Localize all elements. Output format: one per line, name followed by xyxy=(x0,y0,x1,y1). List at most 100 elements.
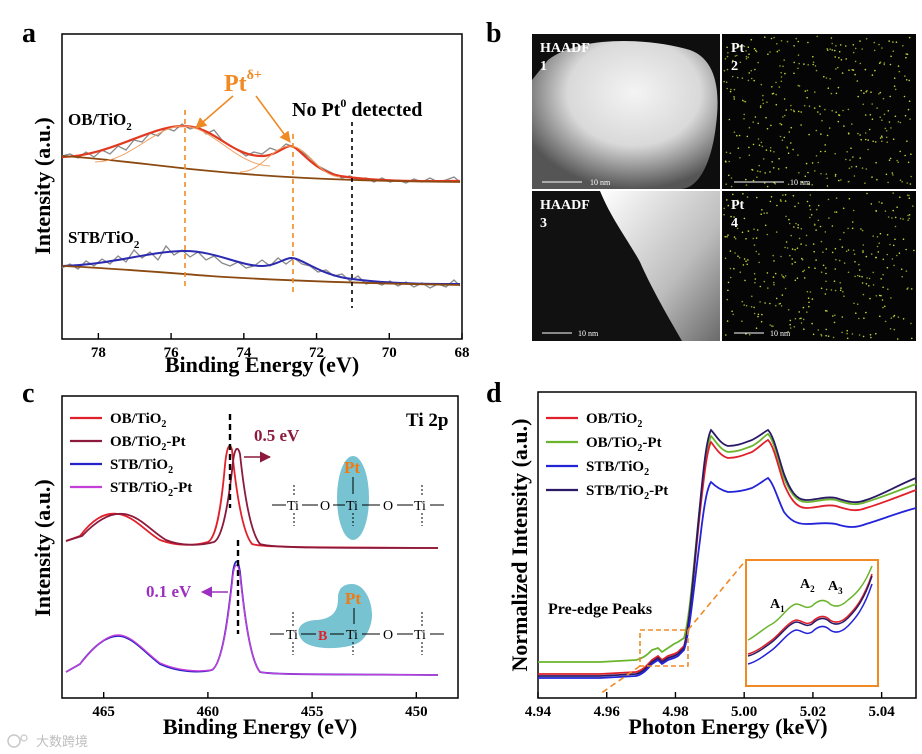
pt-dot xyxy=(736,227,739,230)
pt-dot xyxy=(774,183,777,185)
pt-dot xyxy=(879,315,881,318)
pt-dot xyxy=(824,108,826,111)
pt-dot xyxy=(824,309,827,312)
pt-dot xyxy=(802,306,805,309)
pt-dot xyxy=(757,122,759,125)
panel-c-tick-label-1: 460 xyxy=(197,704,220,720)
pt-dot xyxy=(910,288,913,290)
pt-dot xyxy=(843,262,846,264)
pt-dot xyxy=(745,178,747,181)
panel-c-frame xyxy=(61,395,459,699)
pt-dot xyxy=(754,49,757,52)
pt-dot xyxy=(772,254,774,257)
pt-dot xyxy=(840,179,842,181)
pt-dot xyxy=(831,109,833,112)
pt-dot xyxy=(826,185,829,187)
pt-dot xyxy=(727,204,730,207)
pt-dot xyxy=(791,263,793,265)
pt-dot xyxy=(907,219,909,221)
panel-a-x-ticks: 78 76 74 72 70 68 xyxy=(91,333,470,361)
pt-dot xyxy=(780,200,782,203)
pt-dot xyxy=(772,92,775,95)
pt-dot xyxy=(725,81,728,83)
pt-dot xyxy=(784,287,787,290)
pt-dot xyxy=(766,272,769,274)
pt-dot xyxy=(751,295,753,298)
pt-dot xyxy=(861,48,863,50)
scheme-top-pt: Pt xyxy=(344,458,360,477)
pt-dot xyxy=(830,37,833,39)
watermark-logo-icon xyxy=(7,734,21,748)
pt-dot xyxy=(783,277,785,279)
pt-dots-2 xyxy=(723,35,912,188)
pt-dot xyxy=(825,328,827,331)
pre-edge-label: Pre-edge Peaks xyxy=(548,601,652,618)
pt-dot xyxy=(801,181,804,184)
pt-dot xyxy=(826,134,829,137)
pt-dot xyxy=(847,271,850,274)
pt-dot xyxy=(778,303,780,305)
panel-a-x-title: Binding Energy (eV) xyxy=(165,352,359,377)
pt-dot xyxy=(837,86,840,89)
panel-a-y-title: Intensity (a.u.) xyxy=(30,117,55,255)
pt-dot xyxy=(805,244,807,247)
pt-dot xyxy=(769,150,772,152)
pt-dot xyxy=(881,140,883,142)
pt-dot xyxy=(815,259,817,261)
pt-dot xyxy=(806,311,808,313)
pt-dot xyxy=(891,217,893,219)
pt-dot xyxy=(820,335,823,337)
pt-dot xyxy=(762,158,765,160)
pt-dot xyxy=(760,213,762,215)
pt-dot xyxy=(779,122,781,125)
tile-2-index: 2 xyxy=(731,59,738,74)
pt-dot xyxy=(726,46,728,49)
pt-dot xyxy=(725,151,728,154)
panel-d-tick-label-3: 5.00 xyxy=(731,704,757,720)
pt-dot xyxy=(785,166,788,169)
pt-dot xyxy=(851,123,853,125)
pt-dot xyxy=(793,45,795,47)
pt-dot xyxy=(852,156,854,158)
pt-dot xyxy=(872,140,874,143)
pt-dot xyxy=(843,231,845,234)
pt-dot xyxy=(809,208,812,211)
pt-dot xyxy=(753,228,755,230)
pt-dot xyxy=(843,295,845,298)
pt-dot xyxy=(764,172,766,174)
pt-dot xyxy=(725,183,727,185)
pt-dot xyxy=(826,48,828,50)
pt-dot xyxy=(755,250,758,253)
pt-dot xyxy=(831,49,833,51)
pt-dot xyxy=(845,250,848,253)
pt-dot xyxy=(834,173,837,176)
pt-dot xyxy=(817,329,820,331)
pt-dot xyxy=(807,183,810,185)
pt-dot xyxy=(732,193,734,196)
pt-dot xyxy=(896,338,899,340)
pt-dot xyxy=(793,110,795,113)
pt-dot xyxy=(775,231,778,233)
pt-dot xyxy=(759,105,762,107)
pt-dot xyxy=(841,331,843,334)
pt-dot xyxy=(777,168,780,170)
pt-dot xyxy=(752,121,754,123)
pt-dot xyxy=(762,94,764,97)
panel-c-tick-label-3: 450 xyxy=(405,704,428,720)
pt-dot xyxy=(780,305,783,307)
pt-dot xyxy=(884,210,887,212)
pt-dot xyxy=(764,36,766,38)
pt-dot xyxy=(798,237,801,240)
pt-dot xyxy=(731,75,734,78)
pt-dot xyxy=(801,257,803,260)
pt-dot xyxy=(835,211,838,213)
pt-arrow-right xyxy=(255,95,291,143)
pt-dot xyxy=(833,211,836,213)
pt-dot xyxy=(793,226,795,228)
pt-dot xyxy=(733,96,735,98)
pt-dot xyxy=(912,205,914,207)
pt-dot xyxy=(745,184,748,186)
pt-dot xyxy=(897,120,900,123)
pt-dot xyxy=(846,337,849,340)
pt-dot xyxy=(866,277,868,279)
